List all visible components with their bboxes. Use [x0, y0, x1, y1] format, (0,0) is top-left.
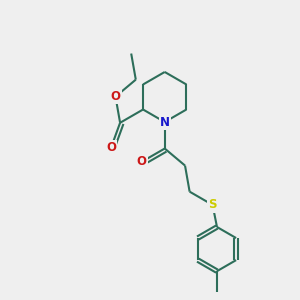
Text: O: O	[106, 141, 116, 154]
Text: S: S	[208, 198, 217, 212]
Text: O: O	[110, 90, 121, 103]
Text: N: N	[160, 116, 170, 128]
Text: O: O	[137, 155, 147, 168]
